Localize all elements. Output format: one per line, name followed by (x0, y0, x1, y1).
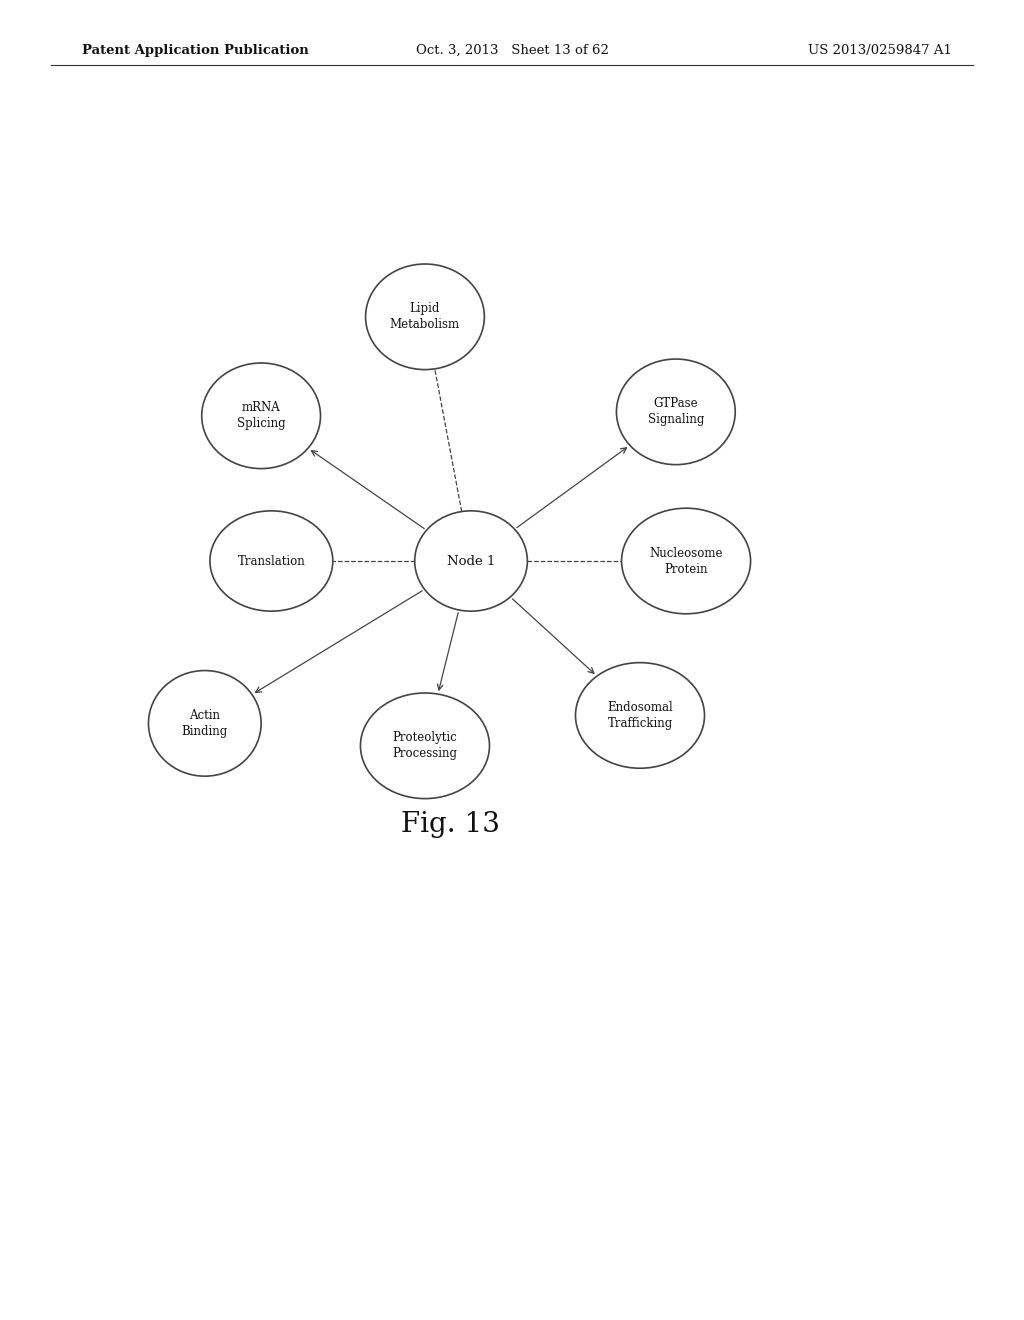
Text: Lipid
Metabolism: Lipid Metabolism (390, 302, 460, 331)
Text: Proteolytic
Processing: Proteolytic Processing (392, 731, 458, 760)
Text: Nucleosome
Protein: Nucleosome Protein (649, 546, 723, 576)
Ellipse shape (202, 363, 321, 469)
Text: US 2013/0259847 A1: US 2013/0259847 A1 (808, 44, 952, 57)
Ellipse shape (210, 511, 333, 611)
Text: Translation: Translation (238, 554, 305, 568)
Text: Actin
Binding: Actin Binding (181, 709, 228, 738)
Ellipse shape (148, 671, 261, 776)
Ellipse shape (622, 508, 751, 614)
Text: mRNA
Splicing: mRNA Splicing (237, 401, 286, 430)
Text: Fig. 13: Fig. 13 (401, 812, 500, 838)
Ellipse shape (575, 663, 705, 768)
Text: GTPase
Signaling: GTPase Signaling (647, 397, 705, 426)
Ellipse shape (366, 264, 484, 370)
Text: Patent Application Publication: Patent Application Publication (82, 44, 308, 57)
Ellipse shape (360, 693, 489, 799)
Text: Node 1: Node 1 (446, 554, 496, 568)
Text: Oct. 3, 2013   Sheet 13 of 62: Oct. 3, 2013 Sheet 13 of 62 (416, 44, 608, 57)
Text: Endosomal
Trafficking: Endosomal Trafficking (607, 701, 673, 730)
Ellipse shape (616, 359, 735, 465)
Ellipse shape (415, 511, 527, 611)
